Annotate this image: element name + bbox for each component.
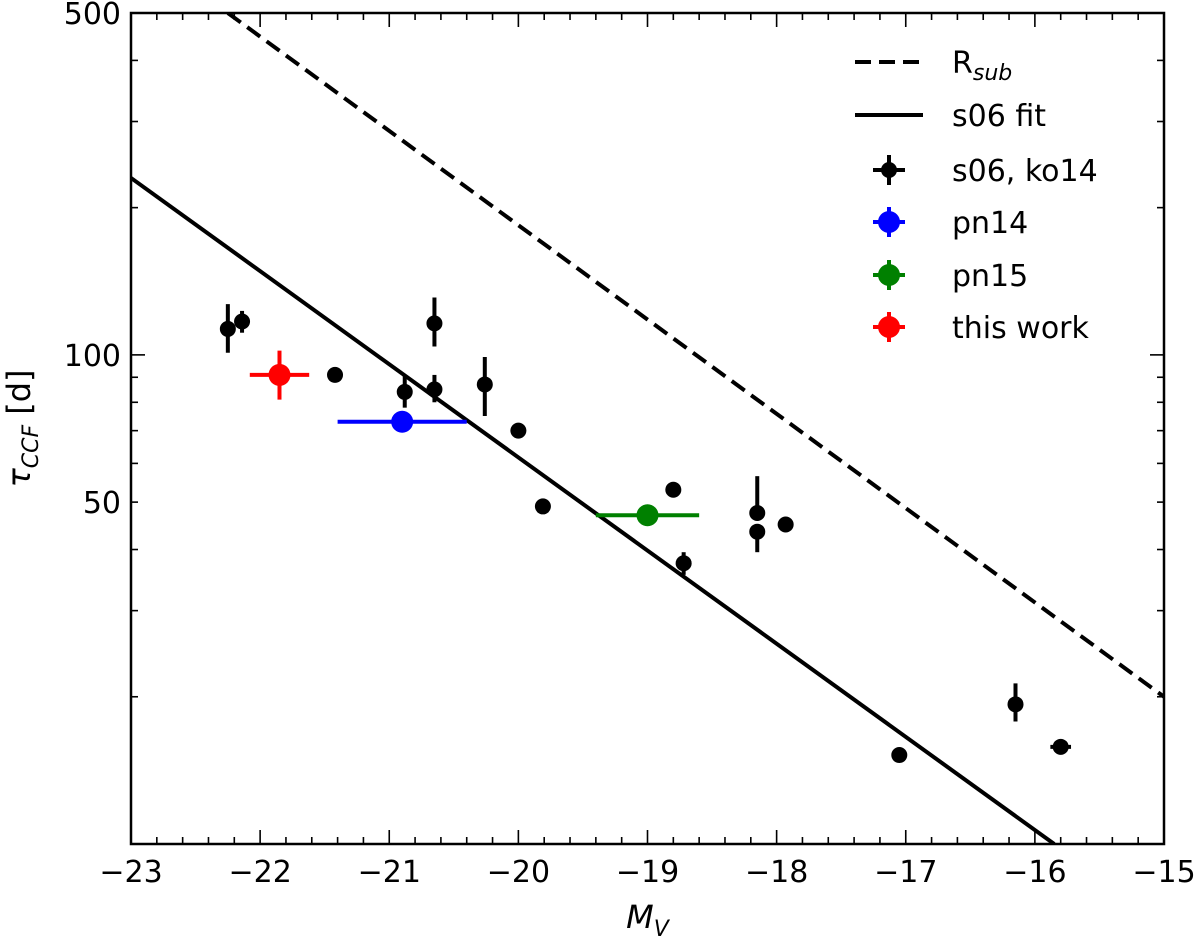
model-lines: [131, 13, 1164, 844]
marker: [665, 481, 682, 498]
legend-label: Rsub: [952, 46, 1012, 86]
legend-label-sub: sub: [973, 61, 1012, 86]
s06-ko14-point: [1007, 683, 1024, 722]
y-axis-label-main: τ: [0, 468, 38, 488]
s06-ko14-point: [777, 516, 794, 533]
y-tick-label: 100: [64, 339, 121, 374]
marker: [534, 498, 551, 515]
marker: [426, 381, 443, 398]
legend-label: s06 fit: [952, 99, 1046, 134]
plot-frame: [129, 11, 1166, 846]
s06-ko14-point: [675, 552, 692, 575]
marker: [510, 422, 527, 439]
y-axis-label-sub: CCF: [19, 425, 44, 469]
marker: [268, 363, 291, 386]
marker: [1052, 738, 1069, 755]
x-tick-label: −15: [1132, 855, 1195, 890]
x-axis-label-main: M: [626, 898, 654, 936]
marker: [891, 747, 908, 764]
legend-label: pn14: [952, 206, 1028, 241]
this-work-point: [249, 350, 310, 400]
s06-ko14-point: [327, 366, 344, 383]
x-axis-label: MV: [626, 898, 671, 937]
legend-marker: [878, 264, 900, 286]
x-tick-label: −16: [1003, 855, 1066, 890]
s06-ko14-point: [749, 476, 766, 522]
s06-ko14-point: [534, 498, 551, 515]
x-tick-label: −21: [358, 855, 421, 890]
marker: [327, 366, 344, 383]
s06-ko14-point: [426, 374, 443, 403]
s06-ko14-point: [749, 523, 766, 553]
marker: [749, 505, 766, 522]
x-tick-label: −23: [99, 855, 162, 890]
s06-ko14-point: [1050, 738, 1072, 755]
x-axis-label-sub: V: [654, 917, 671, 937]
marker: [391, 410, 414, 433]
x-tick-label: −22: [228, 855, 291, 890]
legend-marker: [878, 316, 900, 338]
x-tick-label: −20: [487, 855, 550, 890]
s06-ko14-point: [219, 304, 236, 353]
s06-ko14-point: [426, 297, 443, 347]
marker: [476, 376, 493, 393]
y-axis-label-unit: [d]: [0, 369, 38, 424]
s06-ko14-point: [476, 357, 493, 416]
s06-ko14-point: [891, 747, 908, 764]
tick-labels: −23 −22 −21 −20 −19 −18 −17 −16 −15 50 100 500: [64, 0, 1196, 890]
x-tick-label: −17: [874, 855, 937, 890]
data-points: [219, 297, 1072, 764]
legend-marker-swatch: [873, 260, 905, 290]
s06-ko14-point: [665, 481, 682, 498]
x-tick-label: −19: [616, 855, 679, 890]
marker: [636, 504, 659, 527]
legend-label: s06, ko14: [952, 154, 1098, 189]
rsub-line: [226, 13, 1164, 699]
legend-marker: [881, 162, 897, 178]
s06-ko14-point: [396, 374, 413, 408]
pn15-point: [595, 504, 700, 527]
marker: [749, 523, 766, 540]
marker: [219, 320, 236, 337]
legend-label: this work: [952, 311, 1090, 346]
legend-marker-swatch: [873, 312, 905, 342]
marker: [675, 555, 692, 572]
legend: Rsub s06 fit s06, ko14 pn14 pn15 this work: [855, 46, 1098, 346]
marker: [396, 383, 413, 400]
legend-marker-swatch: [873, 207, 905, 237]
legend-marker: [878, 211, 900, 233]
marker: [1007, 696, 1024, 713]
tick-marks: [130, 12, 1165, 844]
s06-ko14-point: [510, 422, 527, 439]
legend-marker-swatch: [873, 155, 905, 185]
y-axis-label: τCCF [d]: [0, 369, 44, 487]
x-tick-label: −18: [745, 855, 808, 890]
pn14-point: [337, 410, 467, 433]
marker: [426, 315, 443, 332]
marker: [234, 313, 251, 330]
marker: [777, 516, 794, 533]
y-tick-label: 500: [64, 0, 121, 32]
legend-label: pn15: [952, 259, 1028, 294]
s06-ko14-point: [234, 310, 251, 333]
s06-fit-line: [131, 176, 1056, 844]
y-tick-label: 50: [83, 486, 121, 521]
